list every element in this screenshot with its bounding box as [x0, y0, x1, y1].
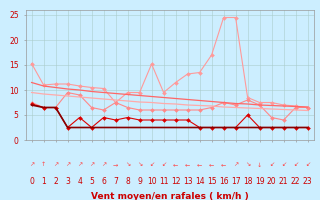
Text: 9: 9: [137, 176, 142, 186]
Text: 4: 4: [77, 176, 82, 186]
Text: ↘: ↘: [137, 162, 142, 168]
Text: ↑: ↑: [41, 162, 46, 168]
Text: 10: 10: [147, 176, 156, 186]
Text: 23: 23: [303, 176, 312, 186]
Text: ↙: ↙: [269, 162, 274, 168]
Text: 22: 22: [291, 176, 300, 186]
Text: 20: 20: [267, 176, 276, 186]
Text: 1: 1: [41, 176, 46, 186]
Text: ↙: ↙: [281, 162, 286, 168]
Text: ↗: ↗: [233, 162, 238, 168]
Text: ↗: ↗: [53, 162, 58, 168]
Text: 12: 12: [171, 176, 180, 186]
Text: 3: 3: [65, 176, 70, 186]
Text: ↗: ↗: [77, 162, 82, 168]
Text: 18: 18: [243, 176, 252, 186]
Text: ↙: ↙: [293, 162, 298, 168]
Text: 11: 11: [159, 176, 168, 186]
Text: ↙: ↙: [161, 162, 166, 168]
Text: ←: ←: [197, 162, 202, 168]
Text: ↙: ↙: [305, 162, 310, 168]
Text: ↗: ↗: [101, 162, 106, 168]
Text: ↙: ↙: [149, 162, 154, 168]
Text: ←: ←: [209, 162, 214, 168]
Text: ↘: ↘: [245, 162, 250, 168]
Text: ↓: ↓: [257, 162, 262, 168]
Text: 14: 14: [195, 176, 204, 186]
Text: 19: 19: [255, 176, 264, 186]
Text: →: →: [113, 162, 118, 168]
Text: 17: 17: [231, 176, 240, 186]
Text: ↗: ↗: [29, 162, 34, 168]
Text: 5: 5: [89, 176, 94, 186]
Text: 15: 15: [207, 176, 216, 186]
Text: 7: 7: [113, 176, 118, 186]
Text: 2: 2: [53, 176, 58, 186]
Text: ↗: ↗: [89, 162, 94, 168]
Text: 8: 8: [125, 176, 130, 186]
Text: ←: ←: [173, 162, 178, 168]
Text: ←: ←: [185, 162, 190, 168]
Text: ↗: ↗: [65, 162, 70, 168]
Text: Vent moyen/en rafales ( km/h ): Vent moyen/en rafales ( km/h ): [91, 192, 248, 200]
Text: 13: 13: [183, 176, 192, 186]
Text: ←: ←: [221, 162, 226, 168]
Text: ↘: ↘: [125, 162, 130, 168]
Text: 21: 21: [279, 176, 288, 186]
Text: 6: 6: [101, 176, 106, 186]
Text: 16: 16: [219, 176, 228, 186]
Text: 0: 0: [29, 176, 34, 186]
